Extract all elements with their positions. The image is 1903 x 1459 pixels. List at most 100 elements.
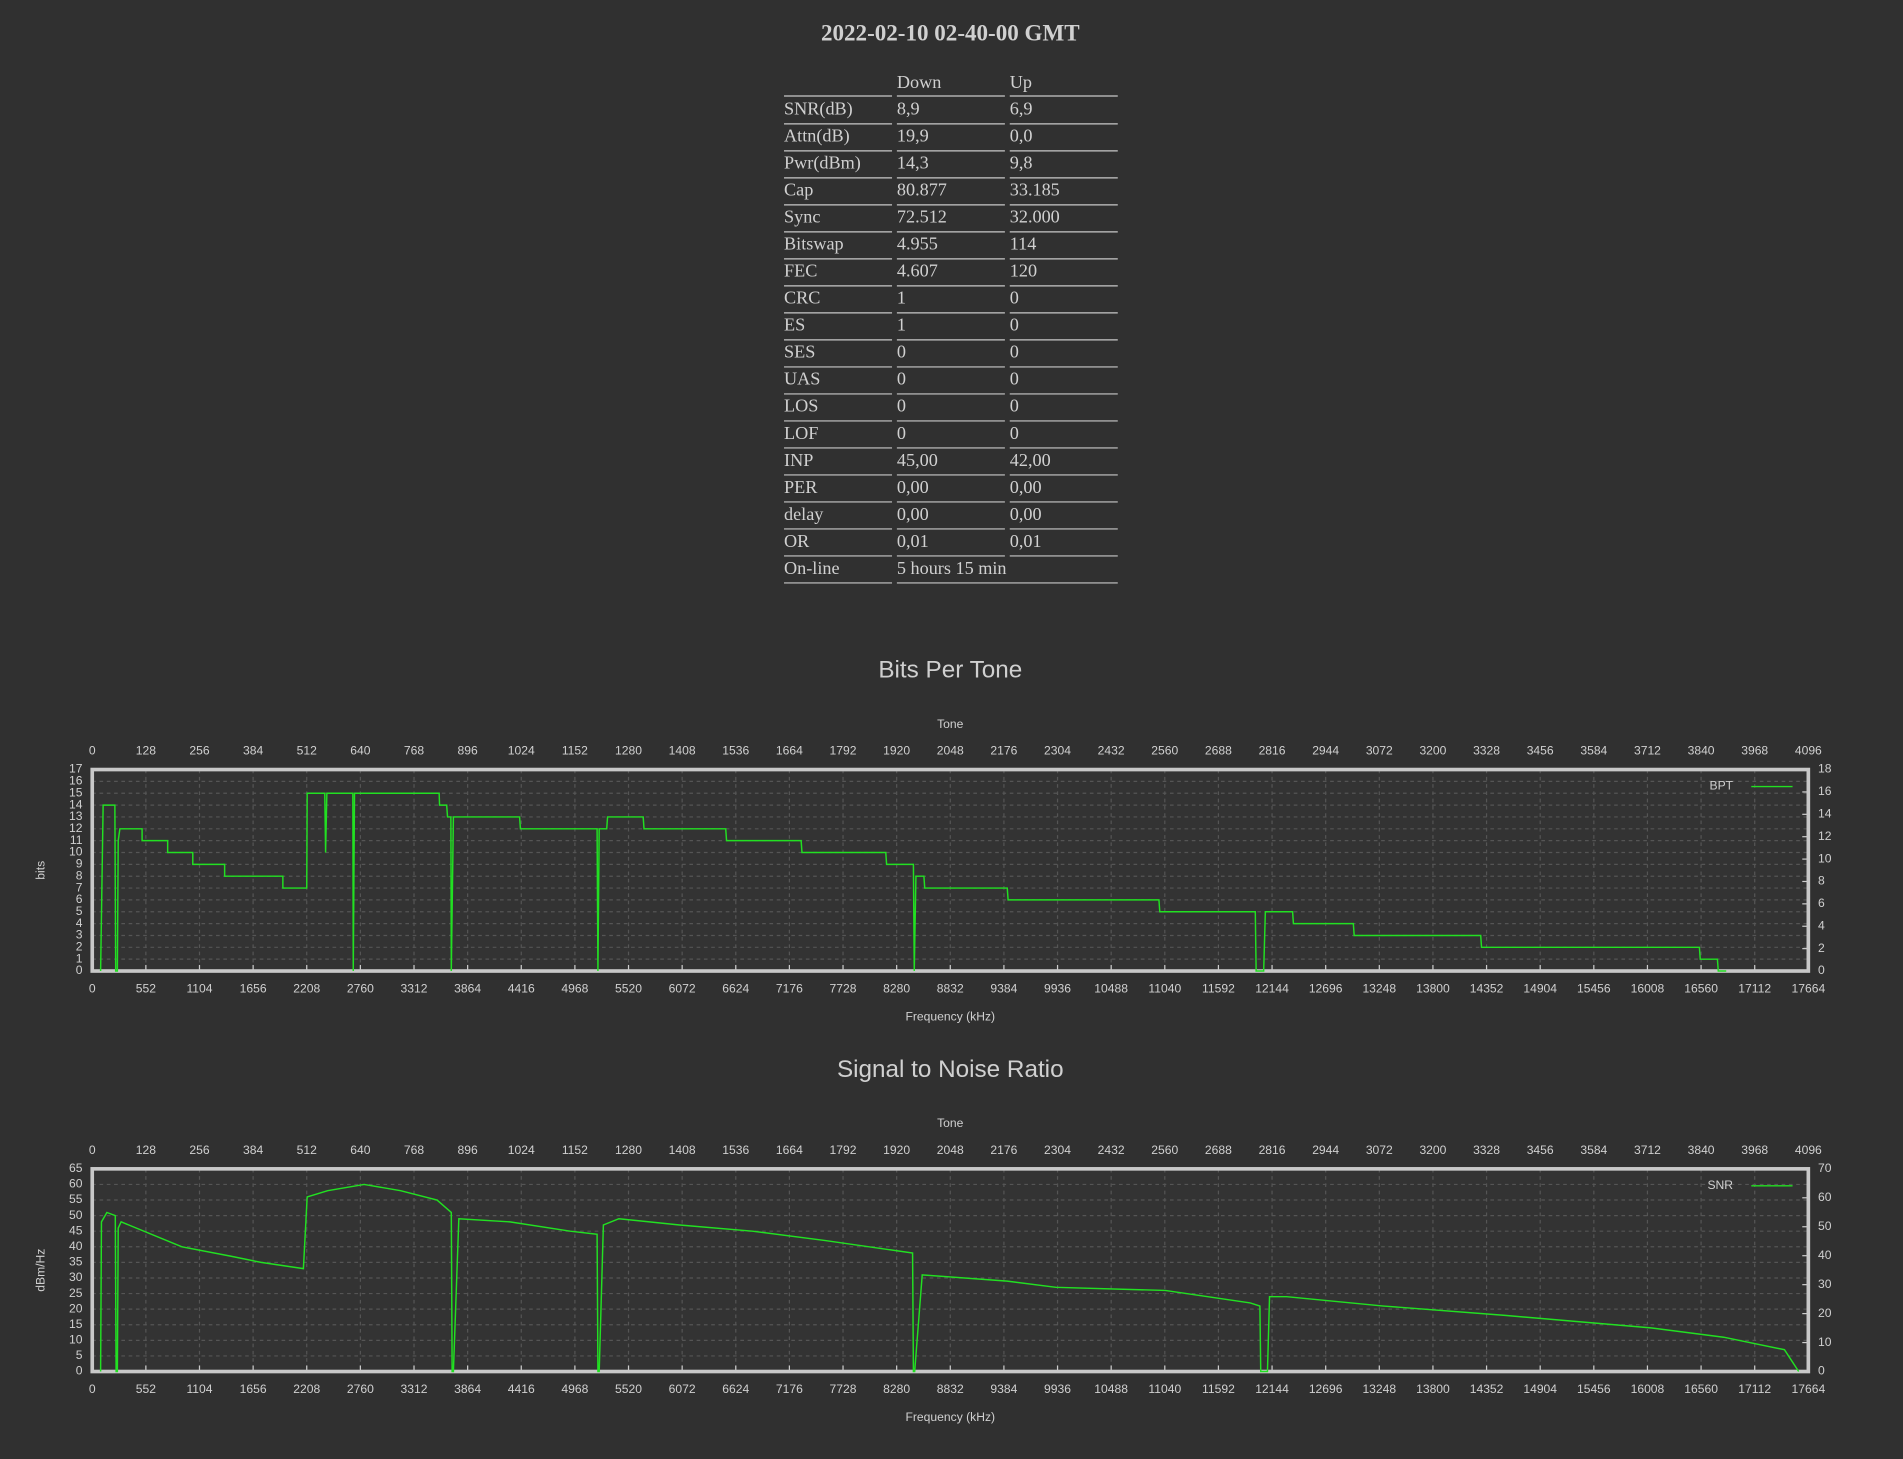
- x2-tick-label: 552: [136, 981, 156, 995]
- x-tick-label: 0: [89, 744, 96, 758]
- x2-tick-label: 6624: [722, 1382, 749, 1396]
- x-tick-label: 512: [297, 1143, 317, 1157]
- x2-tick-label: 12144: [1255, 981, 1289, 995]
- x2-tick-label: 13800: [1416, 1382, 1450, 1396]
- x2-tick-label: 14904: [1523, 1382, 1557, 1396]
- x-tick-label: 384: [243, 1143, 263, 1157]
- y2-tick-label: 0: [1818, 963, 1825, 977]
- y-tick-label: 45: [69, 1223, 83, 1237]
- cell-value: 1: [897, 315, 906, 335]
- x-tick-label: 2304: [1044, 744, 1071, 758]
- x2-tick-label: 17664: [1791, 1382, 1825, 1396]
- y-tick-label: 16: [69, 774, 83, 788]
- cell-value: 5 hours 15 min: [897, 558, 1007, 578]
- plot-frame: [90, 1167, 1811, 1374]
- x2-tick-label: 4968: [561, 1382, 588, 1396]
- x-tick-label: 1664: [776, 1143, 803, 1157]
- y-tick-label: 2: [76, 940, 83, 954]
- x-tick-label: 3072: [1366, 1143, 1393, 1157]
- row-label: Cap: [784, 180, 813, 200]
- column-header: Down: [897, 72, 941, 92]
- x2-tick-label: 16560: [1684, 981, 1718, 995]
- y-tick-label: 15: [69, 785, 83, 799]
- row-label: UAS: [784, 369, 820, 389]
- x-tick-label: 640: [350, 1143, 370, 1157]
- x-tick-label: 2304: [1044, 1143, 1071, 1157]
- x-tick-label: 128: [136, 1143, 156, 1157]
- y-tick-label: 20: [69, 1301, 83, 1315]
- x2-tick-label: 14352: [1470, 981, 1504, 995]
- y2-tick-label: 12: [1818, 829, 1832, 843]
- y-tick-label: 25: [69, 1286, 83, 1300]
- x2-tick-label: 1104: [186, 1382, 212, 1396]
- x-tick-label: 512: [297, 744, 317, 758]
- cell-value: 14,3: [897, 153, 929, 173]
- x2-tick-label: 11592: [1202, 981, 1235, 995]
- x2-tick-label: 5520: [615, 1382, 642, 1396]
- chart-title: Signal to Noise Ratio: [837, 1056, 1064, 1083]
- x-tick-label: 3328: [1473, 1143, 1500, 1157]
- x-tick-label: 256: [189, 744, 209, 758]
- cell-value: 42,00: [1010, 450, 1051, 470]
- x-tick-label: 2560: [1151, 744, 1178, 758]
- y2-tick-label: 10: [1818, 1335, 1832, 1349]
- x2-tick-label: 15456: [1577, 981, 1611, 995]
- x2-tick-label: 2760: [347, 981, 374, 995]
- y-tick-label: 10: [69, 1333, 83, 1347]
- x2-tick-label: 7176: [776, 1382, 803, 1396]
- row-label: SNR(dB): [784, 99, 853, 120]
- x2-tick-label: 9936: [1044, 981, 1071, 995]
- cell-value: 0,01: [1010, 531, 1042, 551]
- x2-tick-label: 12696: [1309, 981, 1343, 995]
- y2-tick-label: 6: [1818, 896, 1825, 910]
- series-line: [99, 1183, 1800, 1373]
- x-axis-title: Tone: [937, 717, 964, 731]
- y2-tick-label: 2: [1818, 941, 1825, 955]
- x2-axis-title: Frequency (kHz): [905, 1410, 995, 1424]
- y2-tick-label: 8: [1818, 874, 1825, 888]
- x2-tick-label: 7728: [830, 1382, 857, 1396]
- x-tick-label: 2688: [1205, 1143, 1232, 1157]
- x-tick-label: 1664: [776, 744, 803, 758]
- row-label: ES: [784, 315, 805, 335]
- x-tick-label: 768: [404, 1143, 424, 1157]
- cell-value: 6,9: [1010, 99, 1033, 119]
- x-tick-label: 2816: [1259, 744, 1286, 758]
- x2-tick-label: 13248: [1362, 1382, 1396, 1396]
- cell-value: 0,00: [897, 477, 929, 497]
- cell-value: 0: [1010, 423, 1019, 443]
- x-tick-label: 1024: [508, 1143, 535, 1157]
- cell-value: 0: [897, 342, 906, 362]
- x2-tick-label: 6624: [722, 981, 749, 995]
- x-tick-label: 1024: [508, 744, 535, 758]
- x-tick-label: 896: [458, 744, 478, 758]
- x-tick-label: 1536: [722, 1143, 749, 1157]
- y-tick-label: 0: [76, 1364, 83, 1378]
- cell-value: 0,00: [1010, 477, 1042, 497]
- row-label: Sync: [784, 207, 820, 227]
- x2-tick-label: 10488: [1094, 1382, 1128, 1396]
- series-line: [99, 792, 1727, 972]
- x2-tick-label: 6072: [669, 981, 696, 995]
- cell-value: 45,00: [897, 450, 938, 470]
- x2-tick-label: 1656: [240, 981, 267, 995]
- y-tick-label: 35: [69, 1255, 83, 1269]
- page-title: 2022-02-10 02-40-00 GMT: [821, 20, 1080, 46]
- x2-tick-label: 3312: [401, 1382, 428, 1396]
- x2-tick-label: 8832: [937, 1382, 964, 1396]
- row-label: SES: [784, 342, 815, 362]
- x-tick-label: 3840: [1688, 744, 1715, 758]
- chart-title: Bits Per Tone: [878, 657, 1022, 684]
- x-tick-label: 3584: [1580, 744, 1607, 758]
- x2-tick-label: 7728: [830, 981, 857, 995]
- x-tick-label: 3456: [1527, 1143, 1554, 1157]
- cell-value: 0: [1010, 342, 1019, 362]
- x-tick-label: 2816: [1259, 1143, 1286, 1157]
- x2-tick-label: 7176: [776, 981, 803, 995]
- x-tick-label: 4096: [1795, 744, 1822, 758]
- cell-value: 8,9: [897, 99, 920, 119]
- x2-tick-label: 16560: [1684, 1382, 1718, 1396]
- row-label: On-line: [784, 558, 840, 578]
